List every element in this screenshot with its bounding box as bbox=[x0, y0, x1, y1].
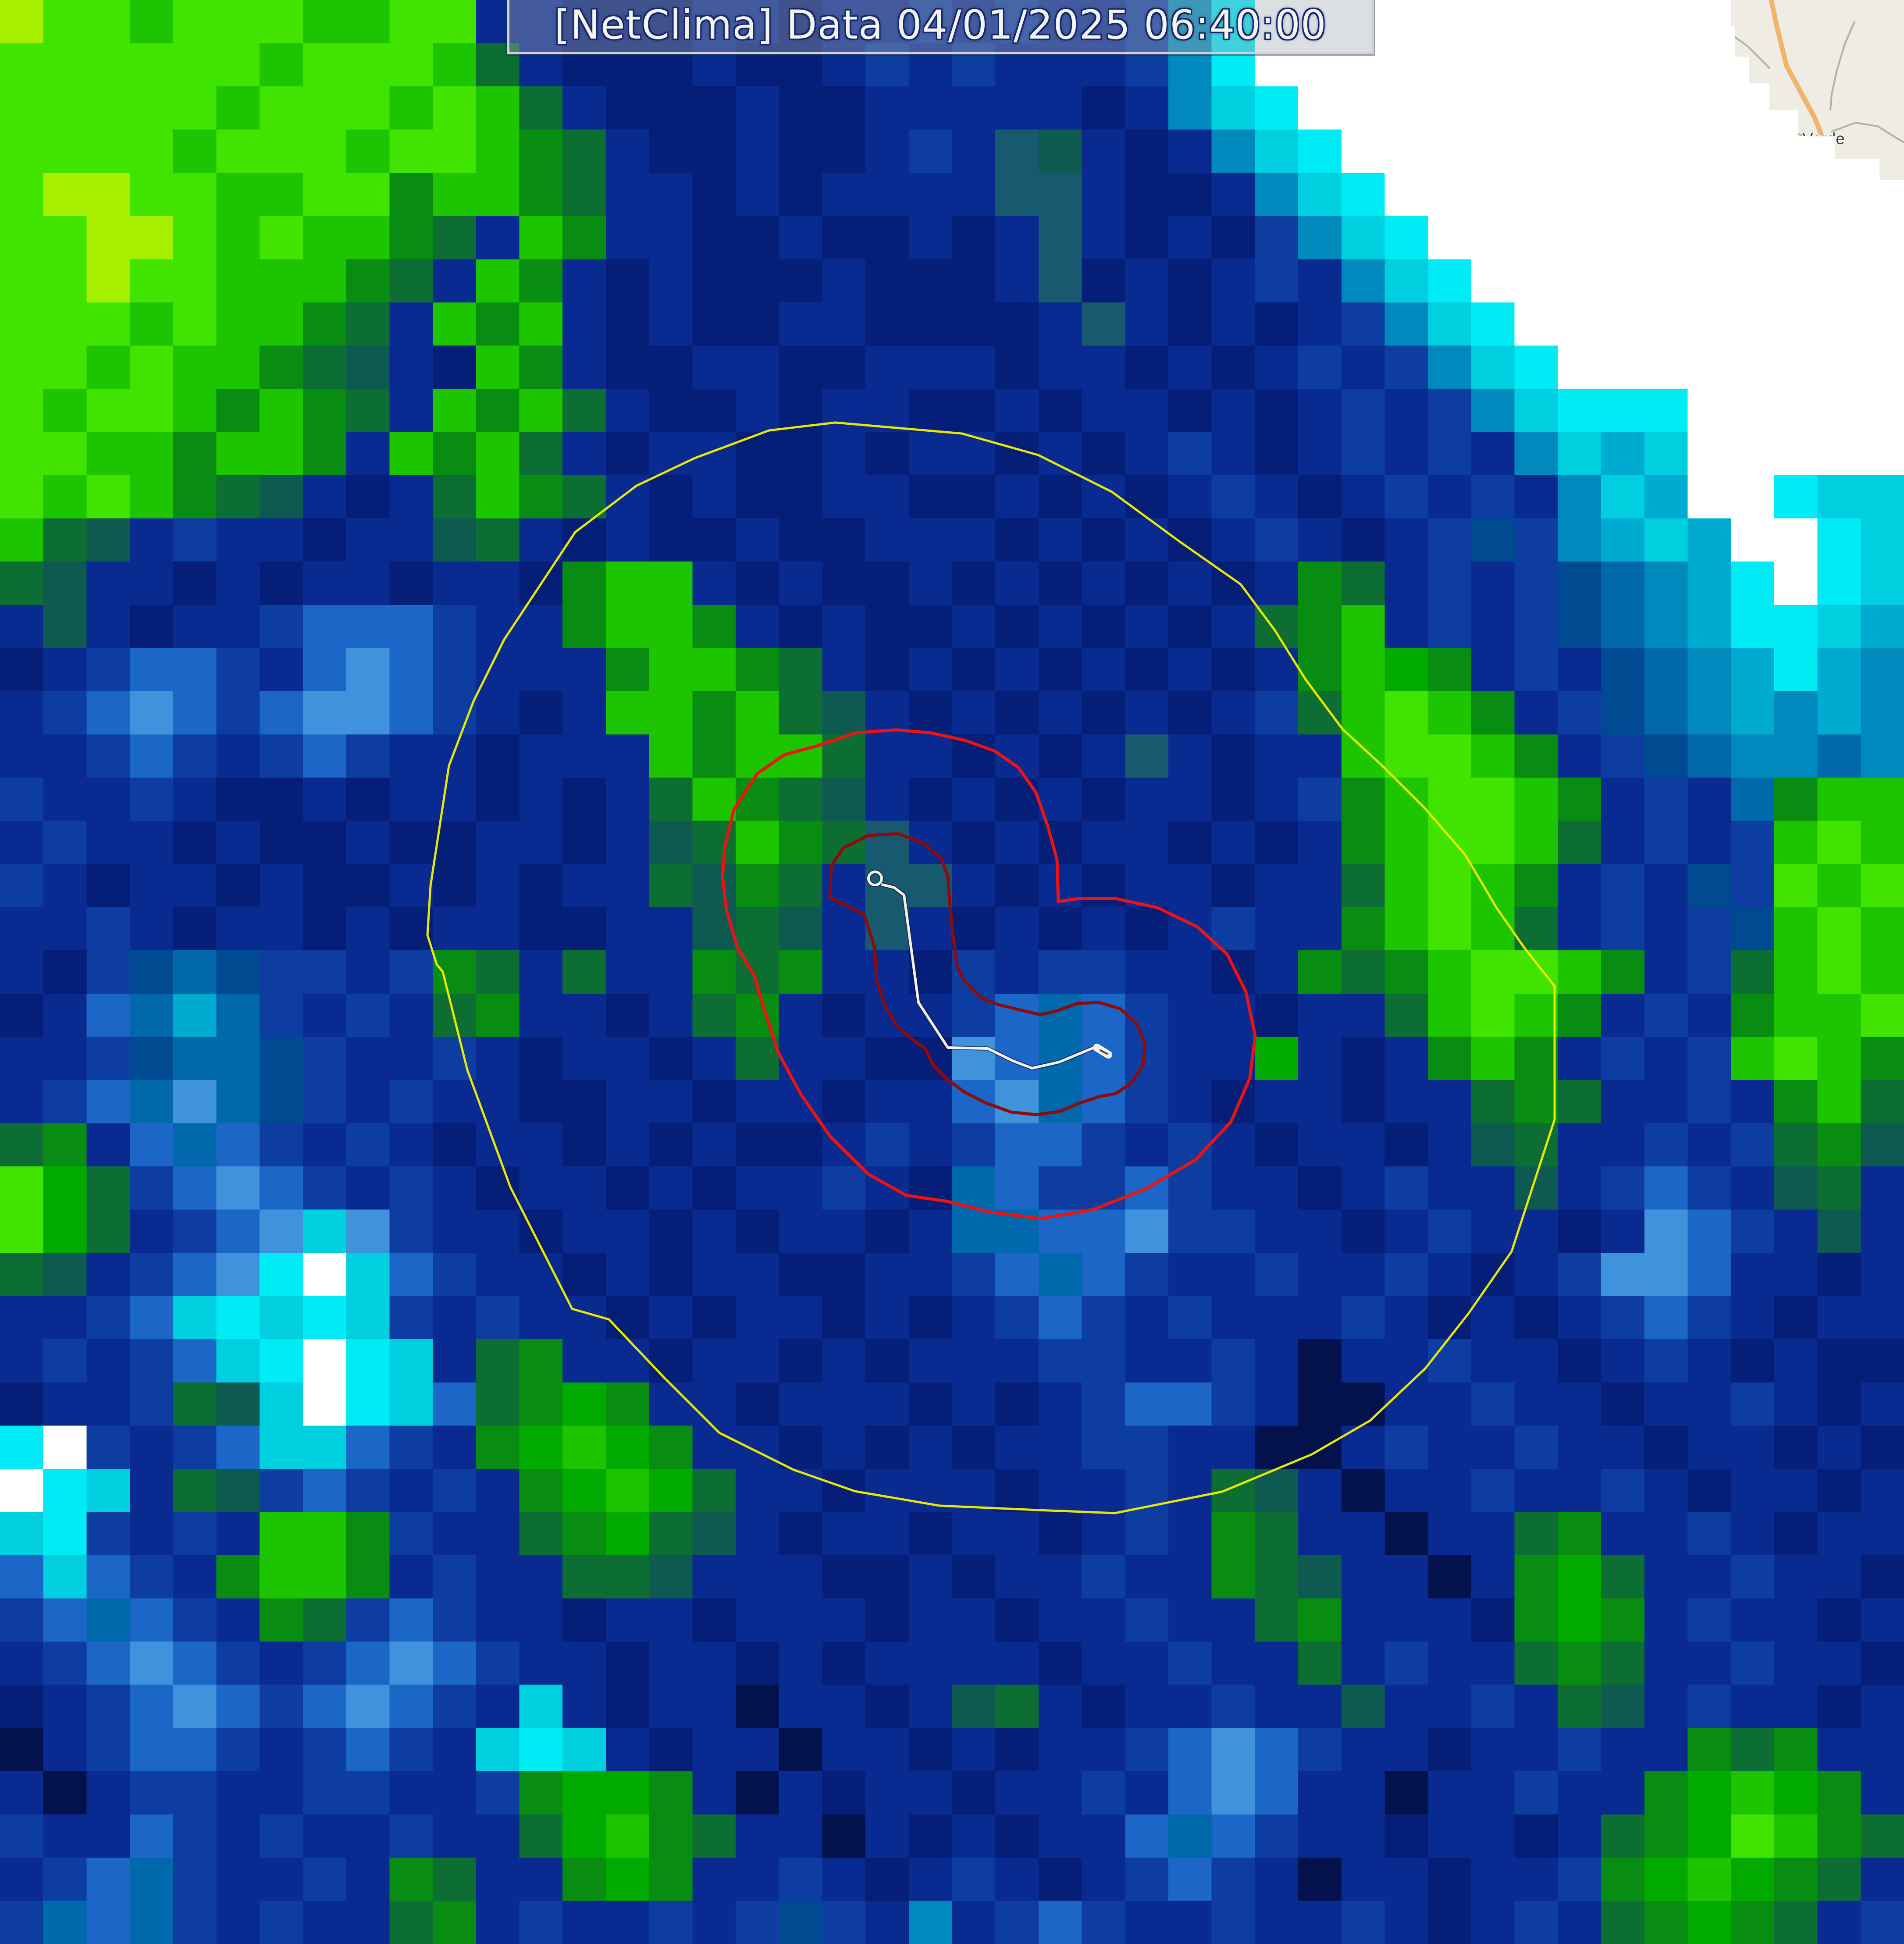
minor-road-line bbox=[1831, 122, 1904, 143]
storm-track-line bbox=[881, 883, 1097, 1070]
minor-road-line bbox=[1829, 21, 1855, 110]
middle-range-contour-red bbox=[721, 728, 1257, 1220]
track-end-marker-tick bbox=[1100, 1049, 1108, 1055]
minor-road-line bbox=[1730, 25, 1770, 69]
timestamp-title-overlay: [NetClima] Data 04/01/2025 06:40:00 bbox=[507, 0, 1374, 54]
inner-range-contour-darkred bbox=[828, 832, 1147, 1116]
timestamp-title-text: [NetClima] Data 04/01/2025 06:40:00 bbox=[554, 2, 1327, 48]
outer-range-contour-yellow bbox=[426, 421, 1556, 1514]
track-start-marker bbox=[867, 871, 883, 886]
